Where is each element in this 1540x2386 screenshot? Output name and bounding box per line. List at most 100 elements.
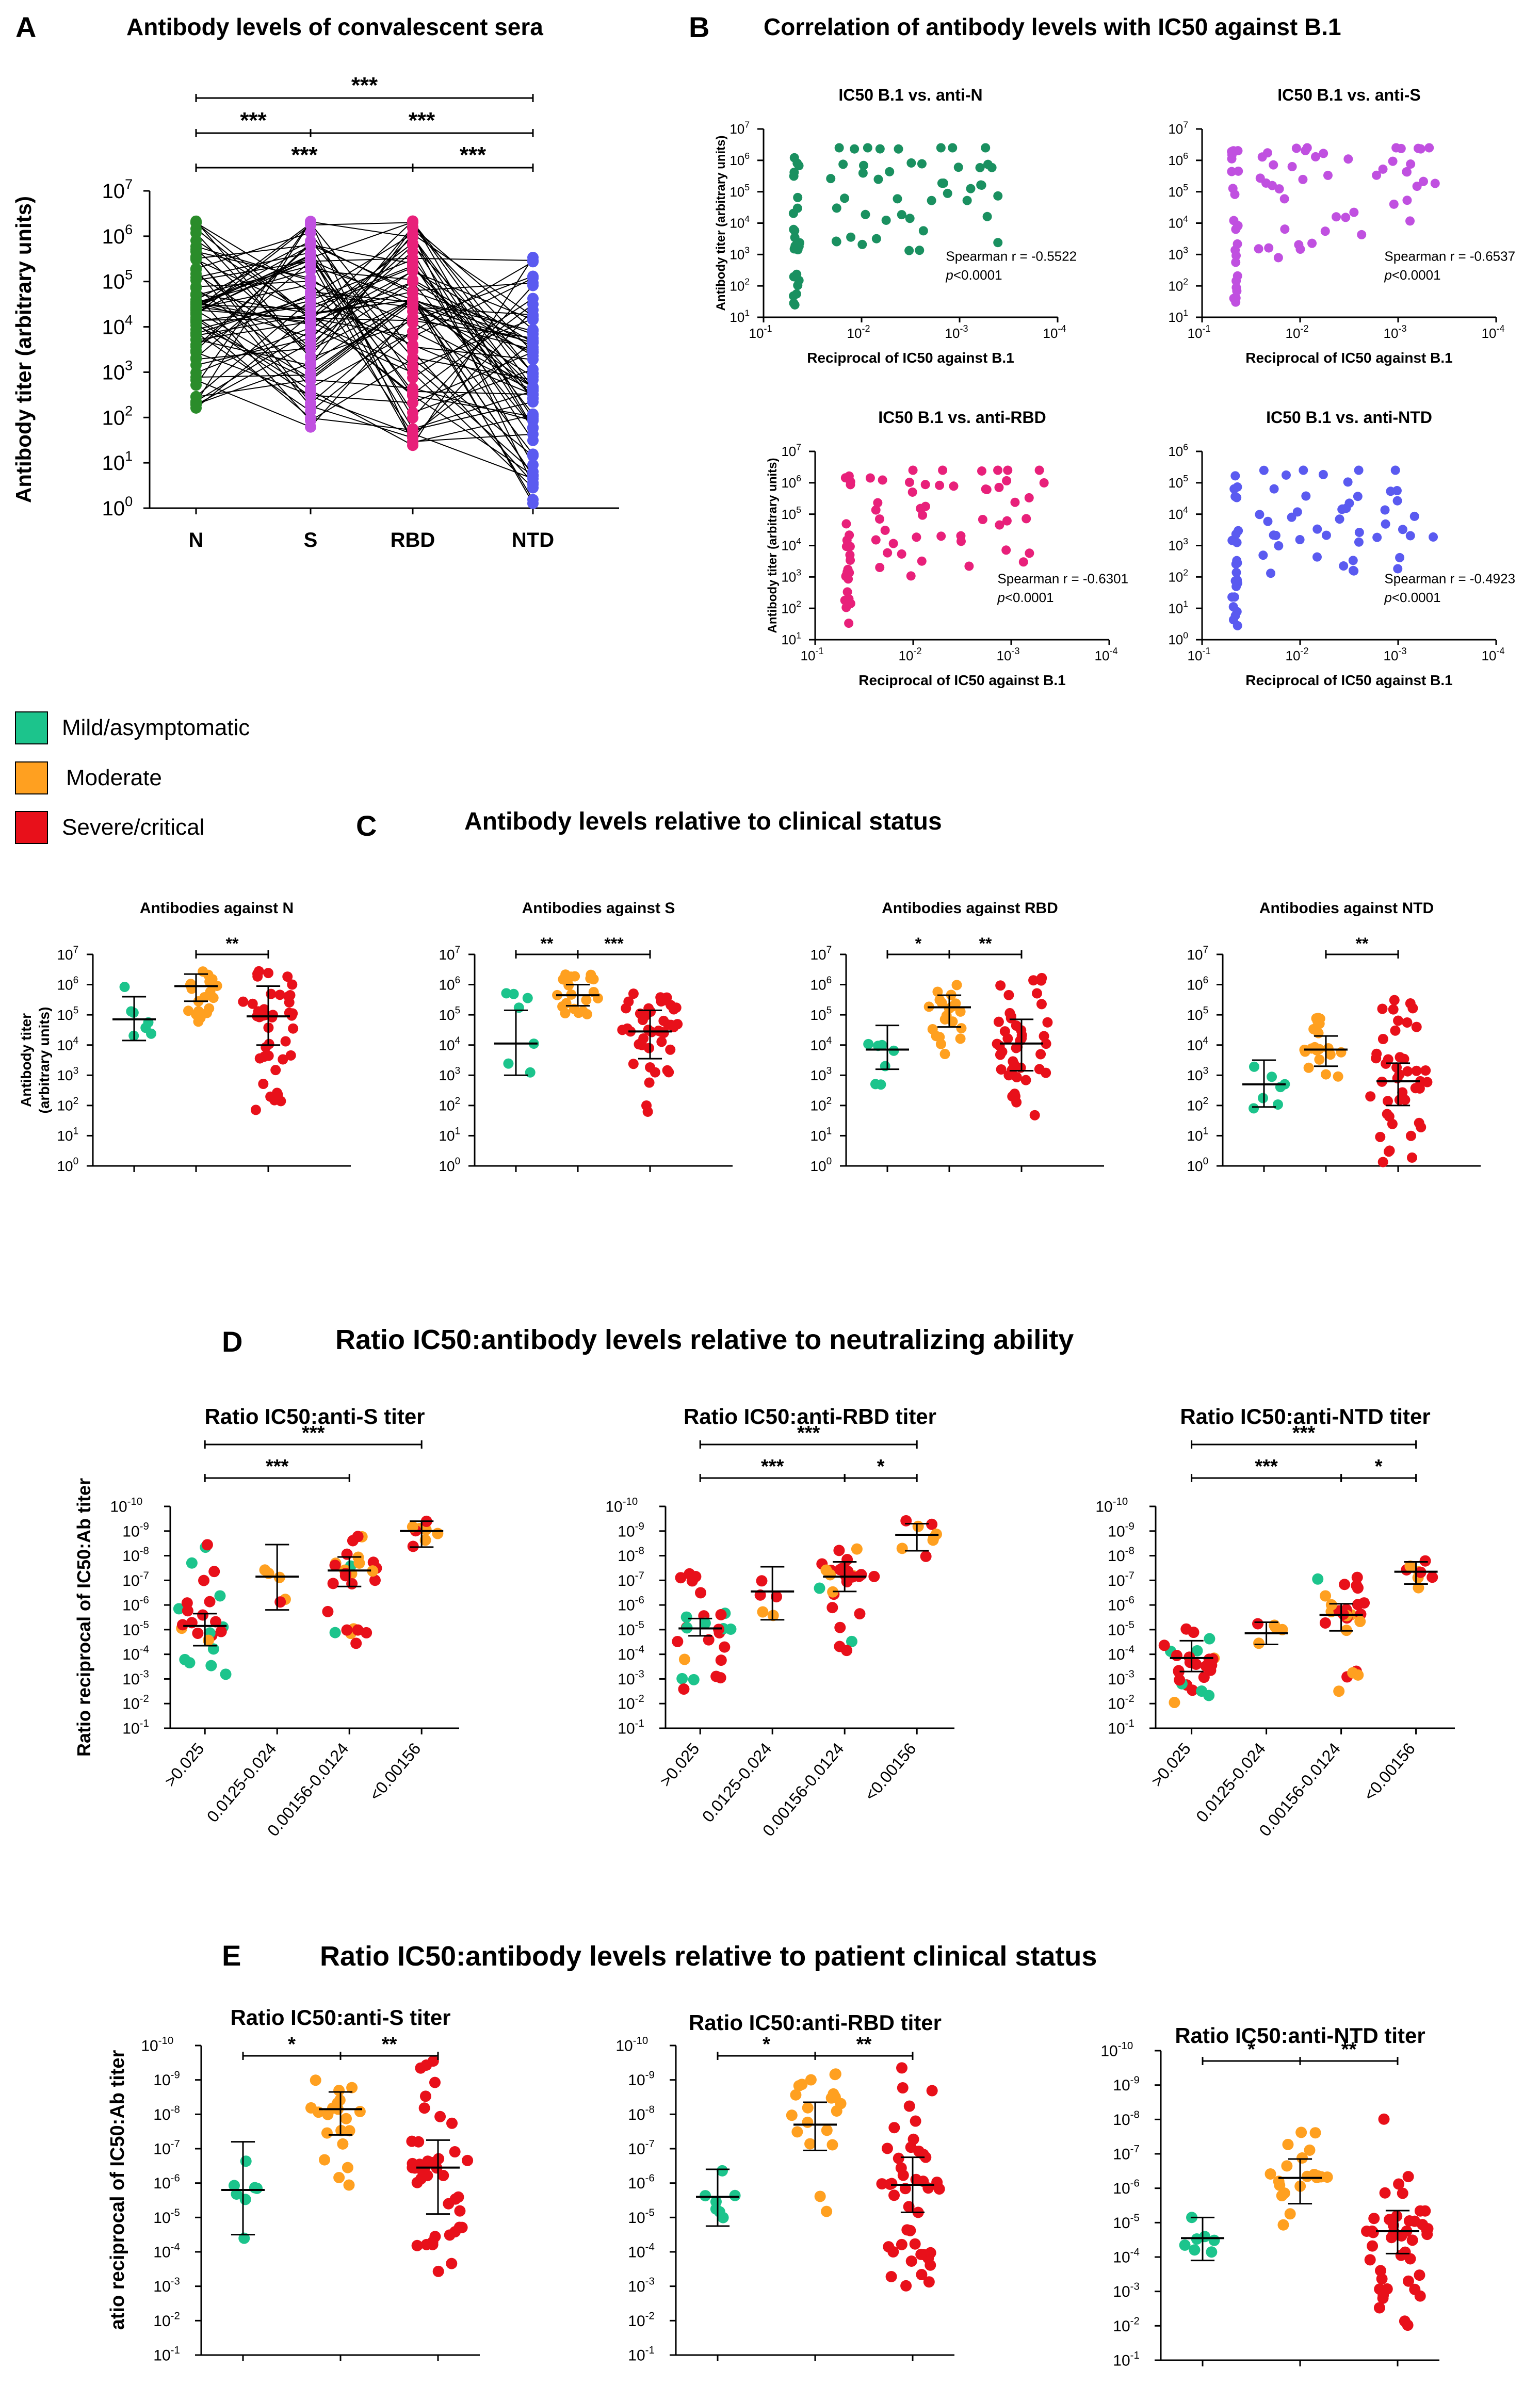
subject-line [196, 270, 533, 326]
data-point [877, 1040, 887, 1050]
data-point [955, 1006, 966, 1017]
y-tick-exponent: -1 [635, 1718, 644, 1729]
y-tick-label: 100 [439, 1156, 460, 1174]
significance-label: *** [240, 108, 267, 133]
y-tick-exponent: -3 [1125, 1668, 1134, 1680]
data-point [666, 1000, 676, 1011]
x-tick-label: 10-2 [1286, 646, 1309, 663]
data-point [982, 212, 992, 221]
panel-letter-c: C [356, 809, 377, 842]
data-point [454, 2205, 466, 2217]
y-tick-exponent: 3 [73, 1065, 79, 1076]
data-point [953, 163, 963, 172]
x-tick-label: 10-3 [1384, 323, 1407, 341]
y-tick-exponent: 7 [455, 945, 461, 955]
y-tick-exponent: 4 [1203, 1035, 1209, 1046]
significance-label: *** [761, 1456, 784, 1478]
x-tick-exponent: -1 [1202, 646, 1210, 656]
data-point [621, 1003, 631, 1014]
data-point [1314, 1054, 1325, 1065]
subject-line [196, 327, 533, 489]
y-tick-exponent: -1 [171, 2345, 180, 2356]
data-point [846, 232, 856, 242]
y-tick-label: 106 [102, 221, 133, 248]
y-tick-exponent: 3 [744, 245, 750, 255]
data-point [665, 1044, 676, 1055]
data-point [1204, 1633, 1215, 1645]
subject-line [196, 311, 533, 428]
p-symbol: p [945, 267, 953, 283]
data-point [1231, 529, 1241, 539]
data-point [641, 1100, 652, 1111]
data-point [184, 1657, 196, 1669]
data-point [333, 2172, 345, 2184]
y-tick-exponent: 1 [1183, 599, 1188, 609]
significance-label: ** [226, 934, 239, 953]
data-point [1189, 2244, 1201, 2256]
significance-label: * [763, 2034, 770, 2055]
y-tick-exponent: -5 [140, 1619, 149, 1631]
data-point [905, 214, 915, 223]
data-point [644, 1077, 655, 1088]
data-point [342, 2162, 353, 2173]
data-point [407, 428, 418, 440]
panel-letter-e: E [222, 1939, 241, 1972]
data-point [858, 160, 868, 170]
data-point [857, 239, 867, 249]
x-axis-title: Reciprocal of IC50 against B.1 [1245, 672, 1452, 688]
data-point [999, 1026, 1010, 1037]
data-point [714, 2206, 725, 2218]
data-point [522, 993, 533, 1003]
chart-title: Ratio IC50:anti-NTD titer [1175, 2023, 1425, 2048]
data-point [1384, 1111, 1395, 1122]
data-point [926, 1518, 938, 1530]
data-point [190, 282, 202, 294]
data-point [1319, 1617, 1331, 1629]
data-point [432, 2265, 444, 2277]
data-point [1003, 465, 1013, 475]
data-point [282, 971, 293, 982]
data-point [715, 1609, 727, 1620]
data-point [1406, 159, 1416, 169]
data-point [935, 480, 945, 490]
x-tick-label: 10-4 [1482, 323, 1505, 341]
y-tick-exponent: 1 [744, 307, 750, 318]
data-point [863, 143, 872, 153]
data-point [1335, 514, 1344, 524]
data-point [305, 415, 316, 427]
x-tick-label: 10-1 [749, 323, 772, 341]
y-tick-exponent: 3 [1183, 536, 1188, 546]
y-tick-label: 10-5 [153, 2207, 180, 2227]
data-point [832, 203, 841, 213]
data-point [1393, 1015, 1404, 1026]
data-point [437, 2169, 449, 2181]
y-tick-label: 102 [102, 402, 133, 429]
data-point [1261, 178, 1271, 188]
data-point [925, 2259, 936, 2271]
y-tick-label: 10-6 [628, 2173, 655, 2193]
data-point [1206, 2246, 1218, 2258]
data-point [1413, 1582, 1424, 1594]
data-point [1403, 2215, 1415, 2227]
x-tick-label: <0.00156 [1360, 1739, 1419, 1804]
y-tick-exponent: -5 [1125, 1619, 1134, 1631]
data-point [831, 236, 841, 246]
y-tick-label: 105 [781, 505, 801, 522]
significance-label: *** [409, 108, 435, 133]
data-point [1321, 530, 1331, 540]
data-point [868, 1570, 880, 1582]
y-tick-label: 104 [1168, 505, 1188, 522]
significance-label: *** [266, 1456, 289, 1478]
subject-line [196, 222, 533, 377]
data-point [1357, 230, 1367, 239]
significance-label: ** [979, 934, 992, 953]
data-point [305, 397, 316, 409]
data-point [1284, 2208, 1296, 2220]
significance-label: ** [1341, 2039, 1357, 2060]
data-point [993, 191, 1003, 201]
chart-title: Antibodies against RBD [882, 900, 1058, 917]
subject-line [196, 322, 533, 431]
x-tick-label: 10-4 [1043, 323, 1066, 341]
y-tick-exponent: -8 [635, 1546, 644, 1557]
data-point [826, 2139, 838, 2151]
